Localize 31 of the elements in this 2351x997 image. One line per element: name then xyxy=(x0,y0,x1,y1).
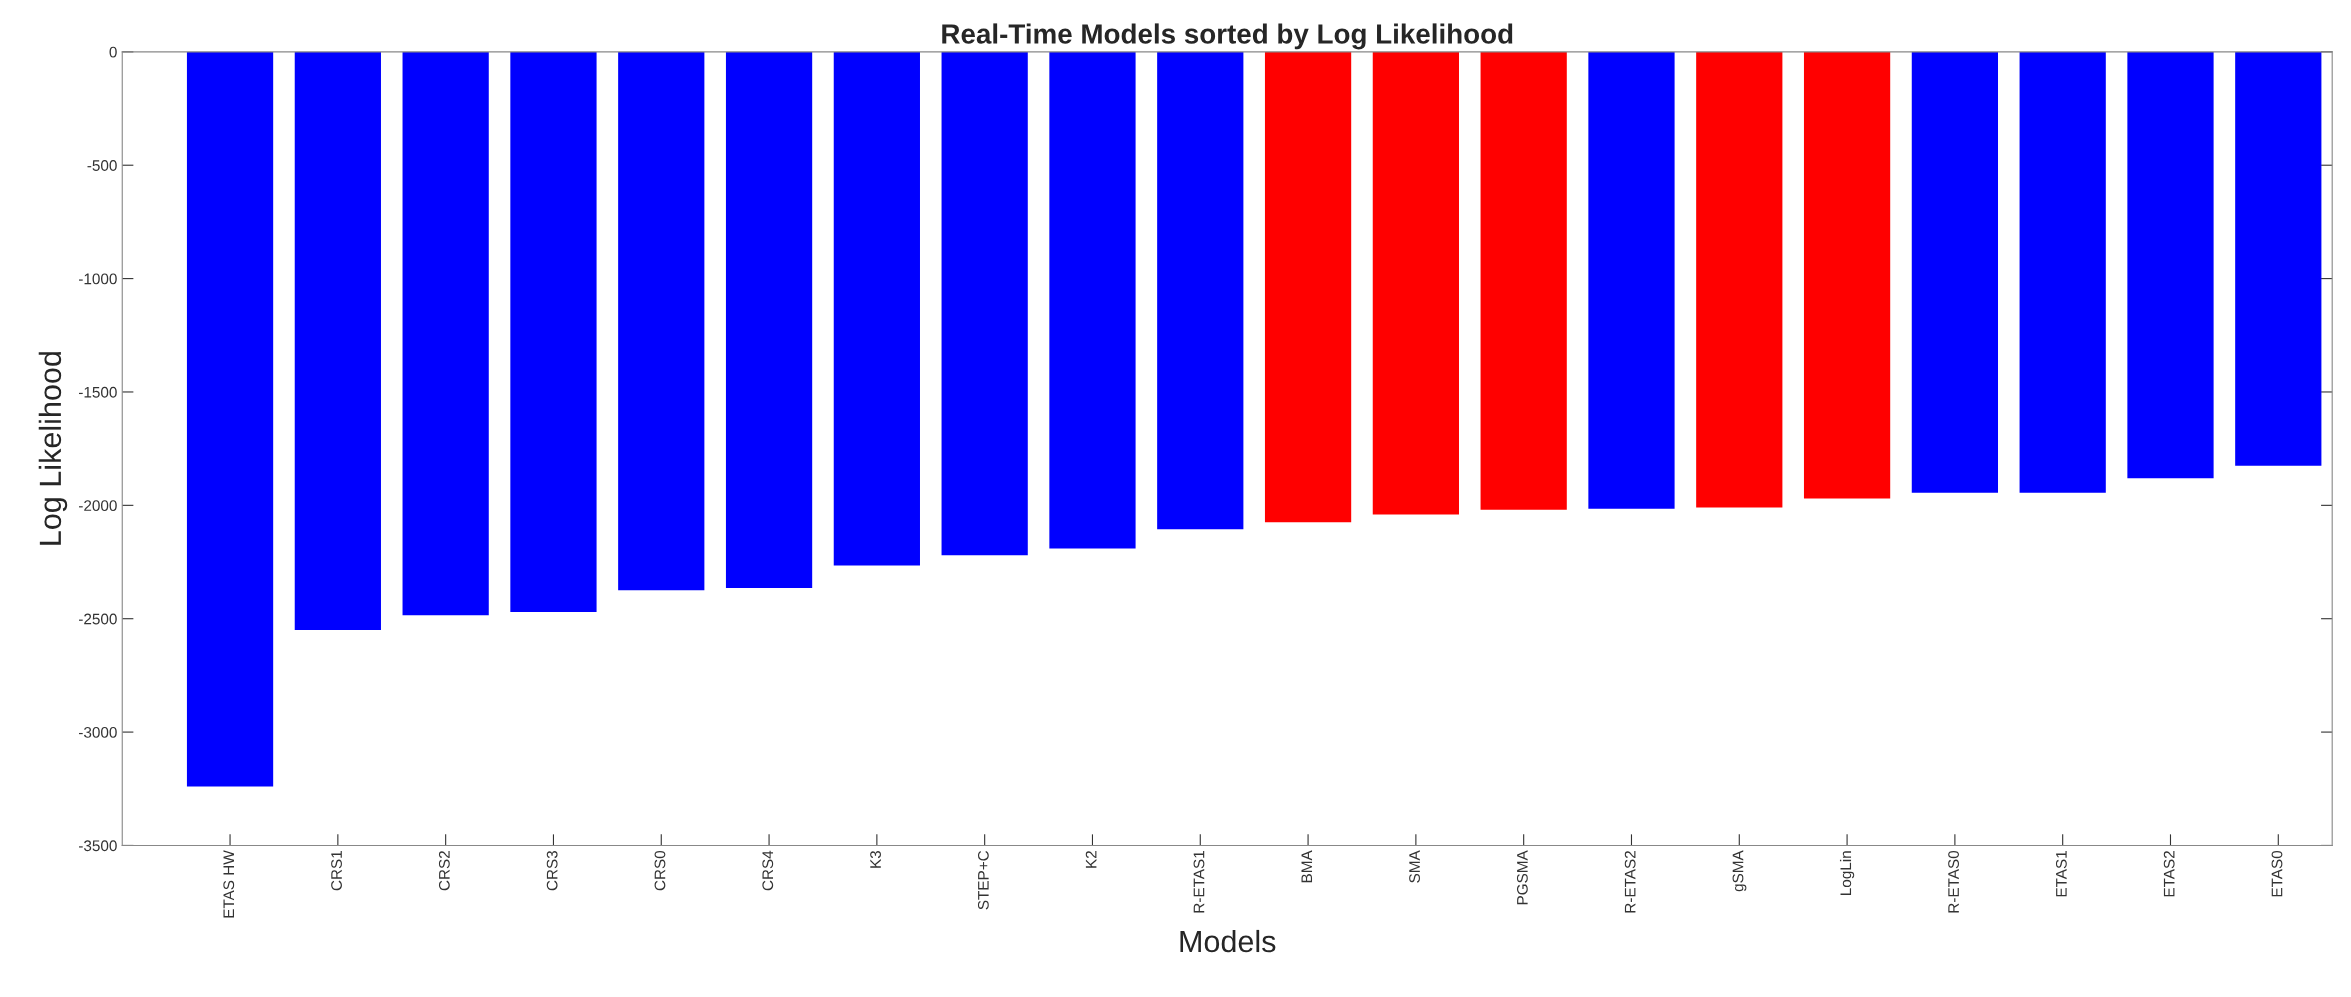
x-tick-label: SMA xyxy=(1409,850,1420,883)
x-tick-label: K3 xyxy=(870,850,881,868)
x-tick-label: CRS1 xyxy=(331,851,342,891)
y-tick-label: -2000 xyxy=(79,500,117,512)
x-tick-label: ETAS0 xyxy=(2271,850,2283,897)
x-tick-label: ETAS1 xyxy=(2055,851,2067,897)
x-tick-label: PGSMA xyxy=(1516,850,1528,905)
x-tick-label: LogLin xyxy=(1839,851,1855,895)
x-tick-label: K2 xyxy=(1085,851,1097,868)
chart-title: Real-Time Models sorted by Log Likelihood xyxy=(942,23,1513,50)
x-tick-label: STEP+C xyxy=(977,850,989,910)
x-tick-label: ETAS HW xyxy=(223,850,235,918)
x-tick-label: CRS3 xyxy=(546,850,558,891)
x-tick-label: gSMA xyxy=(1732,850,1747,892)
y-tick-label: -3000 xyxy=(79,726,117,738)
y-axis-title: Log Likelihood xyxy=(38,352,68,545)
x-tick-label: ETAS2 xyxy=(2163,851,2175,897)
x-tick-label: BMA xyxy=(1301,850,1313,883)
y-tick-label: -3500 xyxy=(79,840,117,852)
y-tick-label: -500 xyxy=(87,160,117,171)
y-tick-label: -1500 xyxy=(79,386,117,398)
x-tick-label: R-ETAS0 xyxy=(1948,850,1959,913)
x-tick-label: CRS2 xyxy=(438,851,450,891)
x-tick-label: CRS0 xyxy=(654,850,666,891)
x-axis-title: Models xyxy=(1180,929,1276,953)
x-tick-label: R-ETAS2 xyxy=(1624,851,1636,913)
y-tick-label: -2500 xyxy=(79,613,117,625)
y-tick-label: 0 xyxy=(109,46,117,58)
x-tick-label: CRS4 xyxy=(762,850,774,891)
x-tick-label: R-ETAS1 xyxy=(1193,851,1205,913)
y-tick-label: -1000 xyxy=(79,273,117,285)
